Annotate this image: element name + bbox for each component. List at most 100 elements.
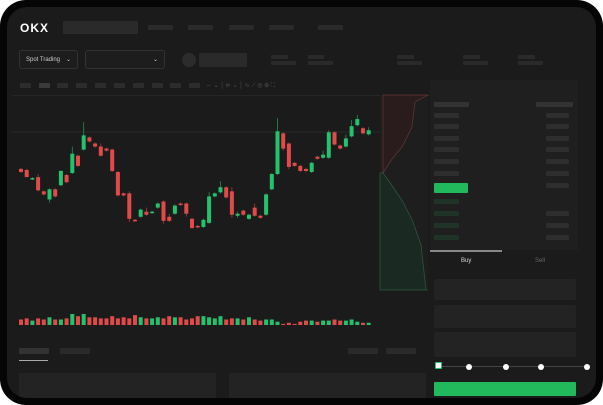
stat-label (518, 55, 535, 59)
bottom-tab-open-orders[interactable] (19, 348, 49, 354)
candle-body (229, 191, 234, 215)
volume-bar (201, 316, 206, 325)
slider-step-50[interactable] (503, 364, 509, 370)
chart-tools-icons: ⇔ ⌄ │ ⊳ ⌄ │ ∿ ⟋ ◎ ⊚ ⛶ (206, 83, 276, 89)
candle-type-icon[interactable]: ⇔ ⌄ (206, 83, 219, 89)
timeframe-button[interactable] (39, 83, 50, 88)
candle-body (19, 168, 23, 172)
draw-icon[interactable]: ⟋ (251, 83, 256, 89)
nav-item[interactable] (269, 25, 294, 30)
filter-button[interactable] (348, 348, 378, 354)
market-selector[interactable]: Spot Trading ⌄ (19, 50, 78, 69)
pair-selector[interactable]: ⌄ (85, 50, 165, 69)
volume-bar (207, 317, 212, 325)
candle-body (121, 193, 126, 196)
volume-bar (304, 320, 308, 325)
candle-body (24, 169, 29, 178)
volume-bar (275, 321, 280, 325)
volume-bar (30, 320, 35, 325)
price-input[interactable] (434, 279, 576, 300)
buy-submit-button[interactable] (434, 382, 576, 396)
volume-bar (361, 322, 365, 325)
search-input[interactable] (63, 21, 138, 34)
indicator-icon[interactable]: ⊳ ⌄ (225, 83, 238, 89)
timeframe-button[interactable] (57, 83, 68, 88)
app-screen: OKX Spot Trading ⌄ ⌄ ⇔ ⌄ │ ⊳ ⌄ │ ∿ ⟋ ◎ ⊚… (7, 7, 596, 398)
volume-bar (70, 314, 75, 325)
candle-body (127, 193, 132, 219)
market-selector-label: Spot Trading (26, 56, 61, 63)
fullscreen-icon[interactable]: ⛶ (270, 83, 276, 89)
volume-bar (264, 319, 269, 325)
nav-item[interactable] (148, 25, 173, 30)
candle-body (93, 143, 98, 147)
candle-body (338, 145, 343, 149)
volume-bar (110, 316, 115, 325)
volume-bar (161, 318, 166, 325)
total-input[interactable] (434, 332, 576, 357)
candle-body (207, 196, 212, 223)
nav-item[interactable] (229, 25, 254, 30)
stat-label (271, 55, 288, 59)
volume-bar (167, 316, 172, 325)
volume-bar (292, 323, 297, 325)
volume-bar (81, 314, 86, 325)
candle-body (235, 213, 240, 216)
camera-icon[interactable]: ◎ (257, 83, 263, 89)
slider-step-100[interactable] (584, 364, 590, 370)
bid-price (434, 235, 459, 240)
candle-body (298, 165, 303, 171)
active-tab-underline (19, 360, 48, 361)
bottom-tab-history[interactable] (60, 348, 90, 354)
candle-body (58, 170, 63, 186)
candle-body (161, 201, 166, 221)
timeframe-button[interactable] (189, 83, 200, 88)
timeframe-button[interactable] (95, 83, 106, 88)
candle-body (104, 148, 109, 151)
candle-body (184, 203, 189, 214)
tab-sell[interactable]: Sell (535, 258, 546, 264)
settings-icon[interactable]: ⊚ (264, 83, 270, 89)
slider-step-25[interactable] (466, 364, 472, 370)
timeframe-button[interactable] (133, 83, 144, 88)
timeframe-button[interactable] (170, 83, 181, 88)
candle-body (36, 177, 41, 191)
volume-bar (366, 322, 371, 325)
chevron-down-icon: ⌄ (152, 57, 158, 63)
nav-item[interactable] (318, 25, 343, 30)
volume-bar (155, 317, 160, 325)
amount-input[interactable] (434, 305, 576, 328)
line-tool-icon[interactable]: ∿ (244, 83, 250, 89)
ask-size (546, 113, 569, 118)
candle-body (98, 146, 103, 156)
slider-handle[interactable] (435, 362, 442, 369)
ask-price (434, 124, 459, 129)
okx-logo: OKX (20, 21, 50, 35)
filter-button[interactable] (386, 348, 416, 354)
volume-bar (178, 317, 183, 325)
nav-item[interactable] (188, 25, 213, 30)
volume-bar (184, 319, 189, 325)
tab-buy[interactable]: Buy (461, 258, 472, 264)
timeframe-button[interactable] (152, 83, 163, 88)
timeframe-button[interactable] (20, 83, 31, 88)
timeframe-button[interactable] (114, 83, 125, 88)
candlestick-chart[interactable] (7, 7, 596, 398)
volume-bar (138, 317, 143, 325)
volume-bar (41, 319, 46, 325)
volume-bar (58, 319, 63, 325)
volume-bar (47, 317, 52, 325)
candle-body (150, 211, 155, 214)
volume-bar (258, 320, 263, 325)
timeframe-button[interactable] (76, 83, 87, 88)
candle-body (304, 168, 308, 171)
ask-price (434, 171, 459, 176)
slider-step-75[interactable] (538, 364, 544, 370)
volume-bar (218, 316, 223, 325)
volume-bar (212, 318, 217, 325)
candle-body (224, 187, 229, 198)
volume-bar (281, 323, 286, 325)
candle-body (64, 175, 69, 183)
candles (19, 115, 371, 229)
slider-track[interactable] (438, 366, 588, 367)
